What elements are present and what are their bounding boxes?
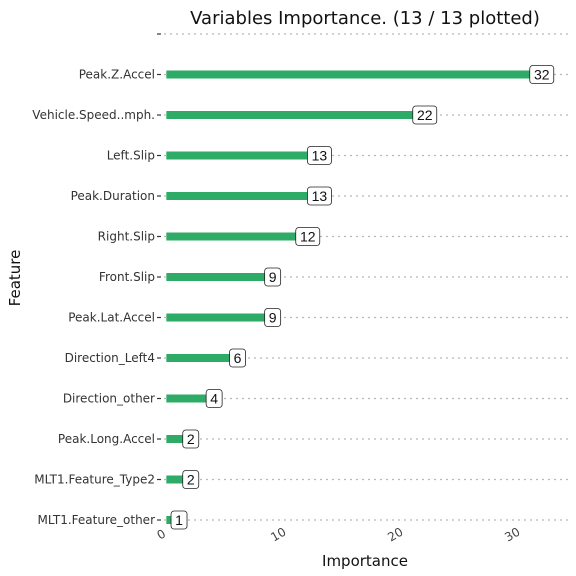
category-label: Left.Slip <box>107 149 155 163</box>
category-label: Peak.Duration <box>71 189 155 203</box>
value-label-box <box>264 267 282 287</box>
category-label: Peak.Long.Accel <box>58 432 155 446</box>
bar <box>166 111 424 119</box>
value-label-box <box>182 470 200 489</box>
category-label: Vehicle.Speed..mph. <box>32 108 155 122</box>
value-label-box <box>412 105 438 125</box>
value-label: 2 <box>182 429 200 449</box>
bar <box>166 475 190 484</box>
x-tick-label: 30 <box>502 525 522 545</box>
value-label-box <box>229 348 246 368</box>
value-label: 9 <box>264 267 282 287</box>
value-label-box <box>529 65 555 84</box>
value-label-text: 2 <box>187 431 195 447</box>
category-label: Peak.Lat.Accel <box>68 311 155 325</box>
bar <box>166 435 190 443</box>
value-label-text: 9 <box>269 269 277 285</box>
value-label-box <box>264 308 282 327</box>
value-label-box <box>182 429 200 449</box>
value-label-text: 4 <box>210 391 218 407</box>
bar <box>166 192 319 200</box>
bar <box>166 70 541 79</box>
value-label-text: 13 <box>312 188 328 204</box>
value-label-text: 13 <box>312 148 328 164</box>
category-label: Right.Slip <box>98 230 155 244</box>
value-label-text: 12 <box>300 229 316 245</box>
bar <box>166 232 307 241</box>
value-label-box <box>307 146 332 165</box>
value-label: 4 <box>205 389 223 408</box>
y-axis-title: Feature <box>6 250 24 307</box>
bar <box>166 313 272 322</box>
value-label-text: 2 <box>187 472 195 488</box>
value-label-text: 32 <box>534 67 550 83</box>
bar <box>166 354 237 362</box>
value-label-box <box>170 510 188 530</box>
value-label-text: 9 <box>269 310 277 326</box>
value-label-box <box>307 186 332 206</box>
value-label: 1 <box>170 510 188 530</box>
category-label: Direction_Left4 <box>65 351 155 365</box>
value-label-box <box>205 389 223 408</box>
category-label: Direction_other <box>63 392 155 406</box>
x-axis-title: Importance <box>322 552 408 570</box>
bar <box>166 273 272 281</box>
value-label: 6 <box>229 348 246 368</box>
bar <box>166 151 319 160</box>
category-label-layer: Peak.Z.Accel Vehicle.Speed..mph. Left.Slip… <box>32 33 161 527</box>
value-label-box <box>295 227 321 246</box>
x-tick-label: 20 <box>385 525 405 545</box>
bar-layer <box>166 70 541 524</box>
value-label: 13 <box>307 186 332 206</box>
value-label: 12 <box>295 227 321 246</box>
category-label: Front.Slip <box>99 270 155 284</box>
value-label: 13 <box>307 146 332 165</box>
x-tick-layer: 0 10 20 30 <box>155 525 523 545</box>
value-label-text: 6 <box>234 350 242 366</box>
x-tick-label: 0 <box>155 527 169 543</box>
value-label: 32 <box>529 65 555 84</box>
category-label: MLT1.Feature_other <box>38 513 156 527</box>
bar <box>166 394 214 403</box>
category-label: MLT1.Feature_Type2 <box>34 473 155 487</box>
value-label: 2 <box>182 470 200 489</box>
x-tick-label: 10 <box>268 525 288 545</box>
value-label: 22 <box>412 105 438 125</box>
value-label-text: 22 <box>417 107 433 123</box>
value-label: 9 <box>264 308 282 327</box>
category-label: Peak.Z.Accel <box>79 68 155 82</box>
chart-title: Variables Importance. (13 / 13 plotted) <box>190 8 540 29</box>
value-label-text: 1 <box>175 512 183 528</box>
